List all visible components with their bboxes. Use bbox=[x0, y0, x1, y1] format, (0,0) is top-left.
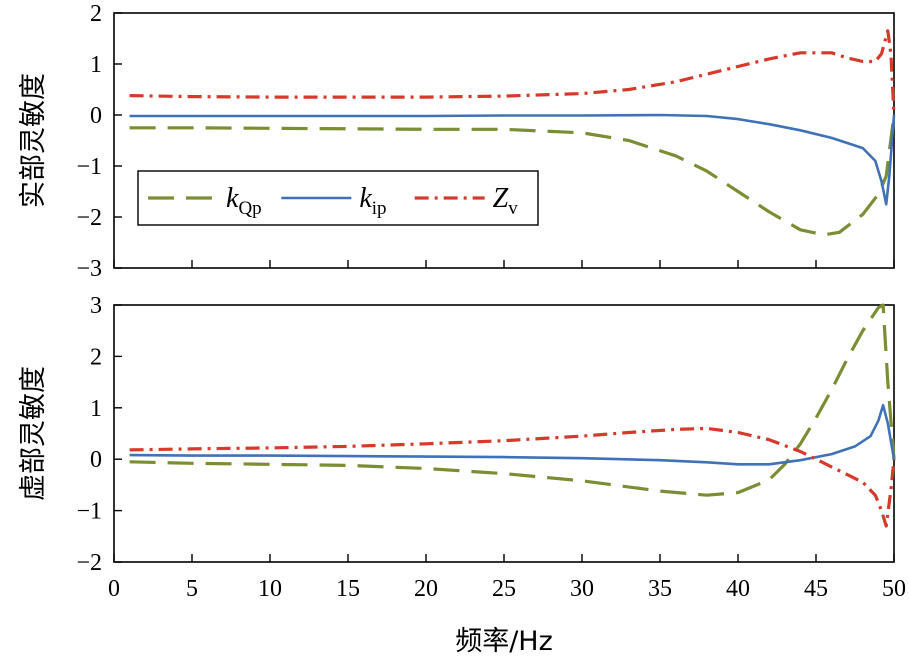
plot-frame bbox=[113, 304, 895, 563]
x-tick-label: 30 bbox=[570, 576, 594, 602]
panel-1: 2 1 0 −1 −2 −3 实部灵敏度 kQp kip Zv bbox=[18, 1, 896, 282]
x-tick-label: 20 bbox=[414, 576, 438, 602]
x-tick-label: 35 bbox=[648, 576, 672, 602]
y-tick-label: −2 bbox=[76, 550, 102, 576]
y-tick-label: −3 bbox=[76, 256, 102, 282]
series-line-Zv bbox=[129, 426, 896, 528]
x-tick-label: 5 bbox=[186, 576, 198, 602]
y-tick-label: −1 bbox=[76, 499, 102, 525]
y-tick-label: 1 bbox=[90, 396, 102, 422]
series-line-kip bbox=[129, 403, 896, 466]
legend-label-Qp: kQp bbox=[226, 183, 262, 219]
y-tick-label: −1 bbox=[76, 154, 102, 180]
y-axis-label: 实部灵敏度 bbox=[18, 73, 49, 208]
x-tick-label: 15 bbox=[336, 576, 360, 602]
y-tick-label: 0 bbox=[90, 447, 102, 473]
x-tick-label: 0 bbox=[108, 576, 120, 602]
plot-frame bbox=[113, 12, 895, 269]
x-tick-label: 45 bbox=[804, 576, 828, 602]
y-tick-label: 0 bbox=[90, 103, 102, 129]
y-tick-label: 2 bbox=[90, 344, 102, 370]
y-tick-label: 3 bbox=[90, 293, 102, 319]
x-tick-label: 25 bbox=[492, 576, 516, 602]
x-axis-label: 频率/Hz bbox=[455, 626, 553, 657]
x-tick-label: 40 bbox=[726, 576, 750, 602]
y-axis-label: 虚部灵敏度 bbox=[18, 366, 49, 501]
series-line-kQp bbox=[129, 114, 896, 237]
series-line-kQp bbox=[129, 303, 896, 497]
x-tick-label: 10 bbox=[258, 576, 282, 602]
y-tick-label: 1 bbox=[90, 52, 102, 78]
series-line-Zv bbox=[129, 29, 896, 116]
series-group bbox=[129, 29, 896, 237]
y-tick-label: −2 bbox=[76, 205, 102, 231]
legend-label-v: Zv bbox=[493, 183, 519, 219]
series-group bbox=[129, 303, 896, 528]
x-tick-label: 50 bbox=[882, 576, 906, 602]
legend: kQp kip Zv bbox=[137, 170, 539, 226]
y-tick-label: 2 bbox=[90, 1, 102, 27]
legend-label-ip: kip bbox=[359, 183, 386, 219]
series-line-kip bbox=[129, 113, 896, 206]
